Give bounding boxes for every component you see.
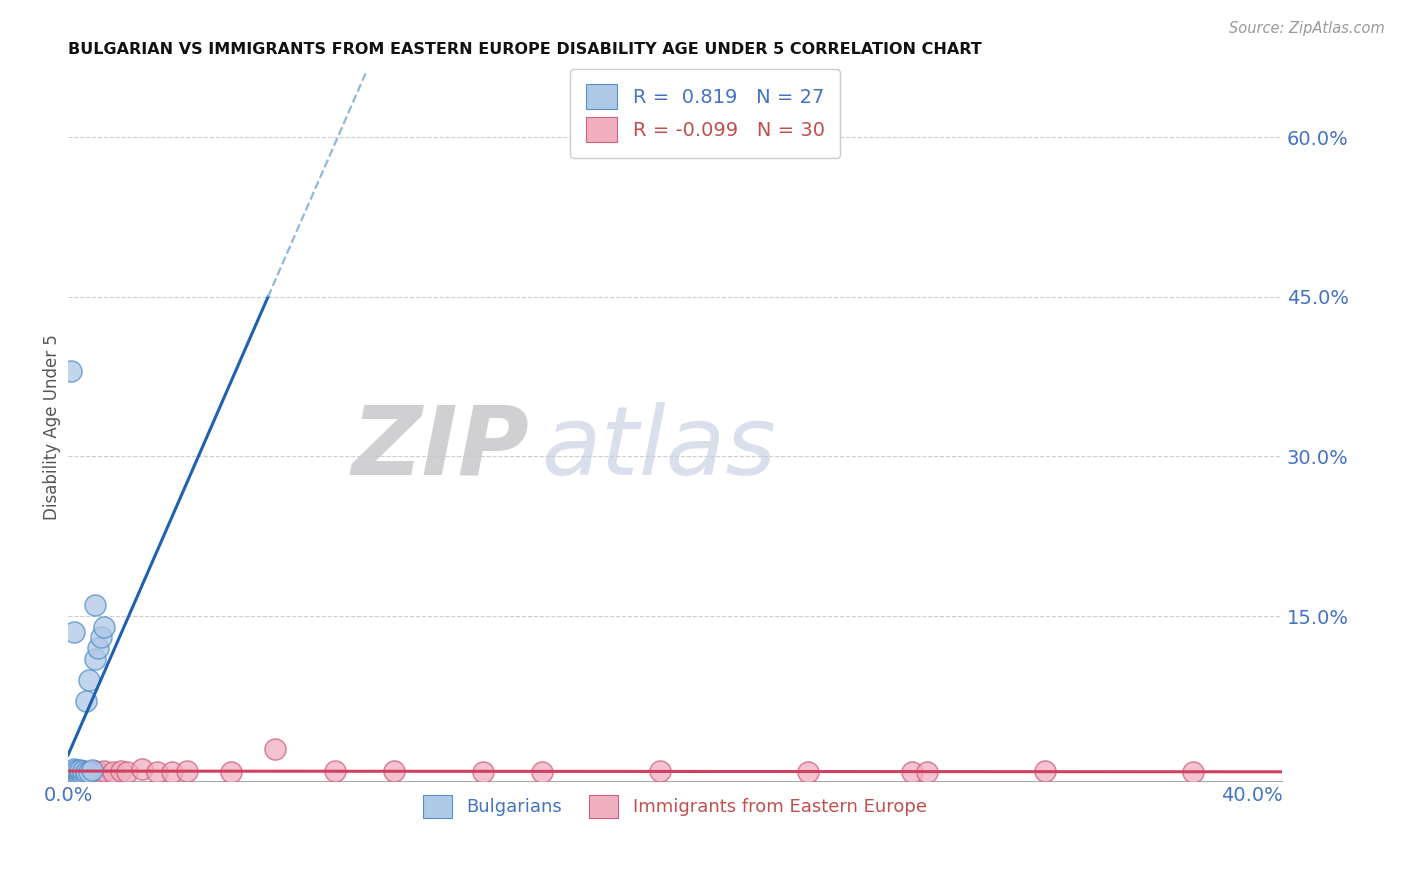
Point <box>63 765 86 780</box>
Point <box>264 742 287 756</box>
Point <box>60 364 83 378</box>
Point <box>77 673 100 687</box>
Y-axis label: Disability Age Under 5: Disability Age Under 5 <box>44 334 60 520</box>
Point <box>75 765 97 780</box>
Point <box>75 765 97 780</box>
Point <box>72 764 94 779</box>
Point <box>60 764 83 779</box>
Point <box>72 764 94 779</box>
Point <box>382 764 405 779</box>
Legend: Bulgarians, Immigrants from Eastern Europe: Bulgarians, Immigrants from Eastern Euro… <box>416 788 934 825</box>
Point <box>63 769 86 783</box>
Point <box>915 765 938 780</box>
Point <box>83 651 105 665</box>
Point <box>69 769 91 783</box>
Point <box>60 765 83 780</box>
Point <box>75 769 97 783</box>
Point <box>901 765 924 780</box>
Point <box>797 765 820 780</box>
Point <box>69 765 91 780</box>
Point <box>86 640 108 655</box>
Point <box>219 765 242 780</box>
Point <box>146 765 169 780</box>
Point <box>66 764 89 778</box>
Point <box>86 765 108 780</box>
Point <box>1033 764 1056 779</box>
Point <box>101 765 124 780</box>
Point <box>69 765 91 780</box>
Point <box>160 765 183 780</box>
Point <box>110 764 132 779</box>
Point <box>63 625 86 640</box>
Point <box>323 764 346 779</box>
Text: BULGARIAN VS IMMIGRANTS FROM EASTERN EUROPE DISABILITY AGE UNDER 5 CORRELATION C: BULGARIAN VS IMMIGRANTS FROM EASTERN EUR… <box>67 42 981 57</box>
Point <box>63 765 86 780</box>
Point <box>90 630 112 644</box>
Point <box>72 769 94 783</box>
Point <box>83 599 105 613</box>
Point <box>83 764 105 779</box>
Text: atlas: atlas <box>541 401 776 495</box>
Point <box>530 765 553 780</box>
Text: Source: ZipAtlas.com: Source: ZipAtlas.com <box>1229 21 1385 36</box>
Point <box>176 764 198 779</box>
Point <box>66 769 89 783</box>
Text: ZIP: ZIP <box>352 401 530 495</box>
Point <box>75 694 97 708</box>
Point <box>1182 765 1205 780</box>
Point <box>69 764 91 778</box>
Point <box>60 769 83 783</box>
Point <box>66 764 89 779</box>
Point <box>117 765 139 780</box>
Point <box>471 765 494 780</box>
Point <box>650 764 672 779</box>
Point <box>63 762 86 776</box>
Point <box>66 765 89 780</box>
Point <box>93 764 115 779</box>
Point <box>131 762 153 776</box>
Point <box>77 765 100 780</box>
Point <box>60 766 83 780</box>
Point <box>80 764 103 778</box>
Point <box>93 620 115 634</box>
Point <box>77 765 100 780</box>
Point <box>80 765 103 780</box>
